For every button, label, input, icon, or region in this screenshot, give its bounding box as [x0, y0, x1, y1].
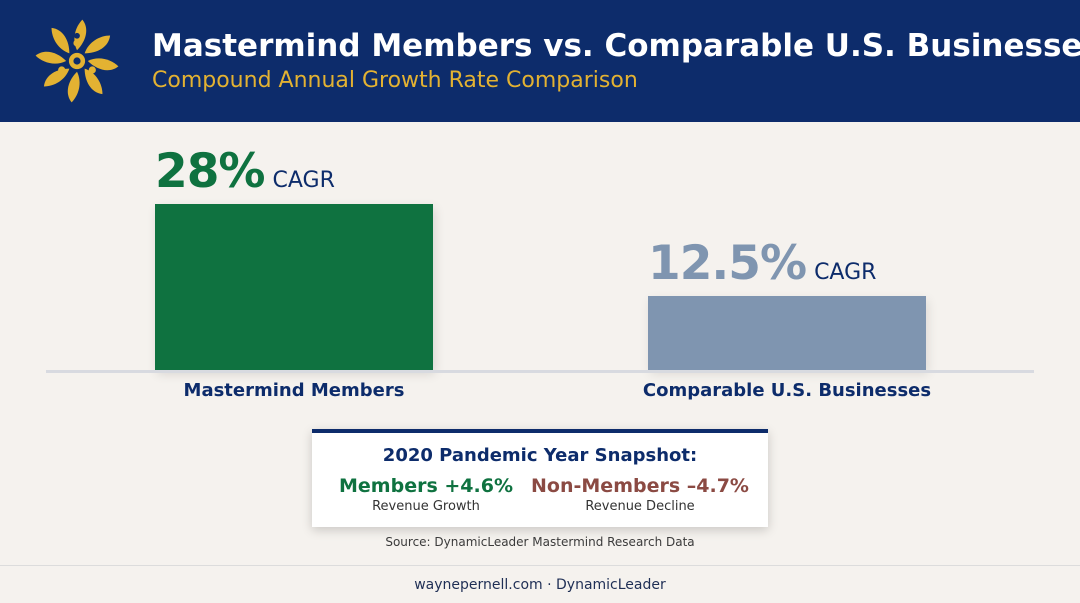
value-number-0: 28%	[155, 144, 265, 199]
sunburst-people-logo-icon	[35, 19, 119, 103]
page-subtitle: Compound Annual Growth Rate Comparison	[152, 68, 638, 93]
members-stat: Members +4.6%	[339, 475, 513, 497]
category-label-0: Mastermind Members	[183, 380, 405, 401]
category-label-1: Comparable U.S. Businesses	[642, 380, 932, 401]
chart-baseline	[46, 370, 1034, 373]
source-note: Source: DynamicLeader Mastermind Researc…	[385, 535, 695, 549]
pandemic-snapshot-card: 2020 Pandemic Year Snapshot: Members +4.…	[312, 429, 768, 527]
snapshot-title: 2020 Pandemic Year Snapshot:	[382, 445, 698, 466]
value-label-0: 28% CAGR	[155, 144, 335, 199]
bar-1	[648, 295, 926, 370]
page-title: Mastermind Members vs. Comparable U.S. B…	[152, 28, 1080, 64]
value-unit-0: CAGR	[272, 168, 335, 193]
non-members-stat-block: Non-Members –4.7% Revenue Decline	[526, 475, 754, 514]
members-stat-block: Members +4.6% Revenue Growth	[312, 475, 540, 514]
footer-divider	[0, 565, 1080, 566]
value-unit-1: CAGR	[814, 259, 877, 285]
header-banner: Mastermind Members vs. Comparable U.S. B…	[0, 0, 1080, 122]
non-members-stat: Non-Members –4.7%	[531, 475, 749, 497]
non-members-desc: Revenue Decline	[585, 499, 695, 514]
members-desc: Revenue Growth	[372, 499, 480, 514]
bar-0	[155, 204, 433, 370]
value-number-1: 12.5%	[648, 235, 807, 291]
footer-credit: waynepernell.com · DynamicLeader	[414, 577, 666, 593]
value-label-1: 12.5% CAGR	[648, 236, 876, 291]
